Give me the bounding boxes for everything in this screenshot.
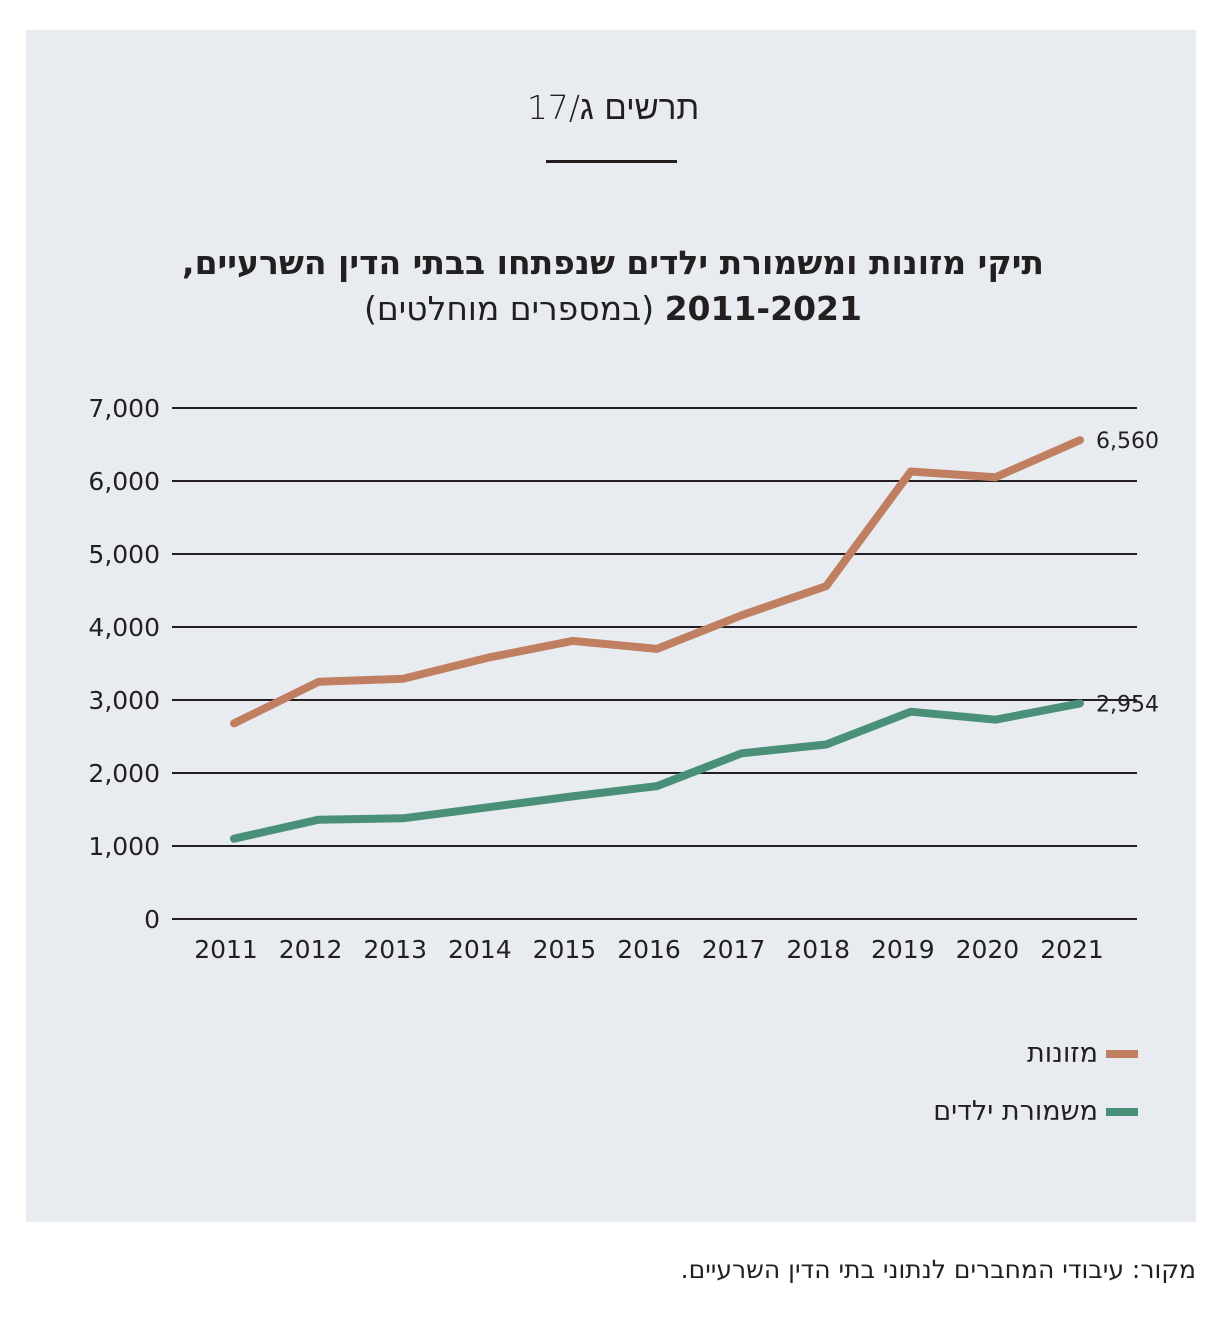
x-tick-label: 2021	[1040, 935, 1104, 964]
x-tick-label: 2019	[871, 935, 935, 964]
chart-subtitle: (במספרים מוחלטים)	[364, 289, 655, 328]
y-tick-label: 6,000	[88, 467, 160, 496]
chart-title-years: 2011-2021	[664, 289, 862, 328]
x-tick-label: 2014	[448, 935, 512, 964]
x-axis-tick-labels: 2011 2012 2013 2014 2015 2016 2017 2018 2019 2020…	[194, 935, 1104, 964]
series-line-alimony	[230, 436, 1084, 728]
y-tick-label: 3,000	[88, 686, 160, 715]
legend-swatch-alimony	[1106, 1049, 1138, 1058]
x-tick-label: 2020	[956, 935, 1020, 964]
legend-swatch-custody	[1106, 1107, 1138, 1116]
data-label-alimony-2021: 6,560	[1096, 429, 1159, 454]
chart-title-main: תיקי מזונות ומשמורת ילדים שנפתחו בבתי הד…	[182, 243, 1044, 282]
legend-item-custody: משמורת ילדים	[933, 1096, 1138, 1127]
x-tick-label: 2018	[786, 935, 850, 964]
y-tick-label: 7,000	[88, 394, 160, 423]
chart-title: תיקי מזונות ומשמורת ילדים שנפתחו בבתי הד…	[60, 240, 1166, 332]
data-label-custody-2021: 2,954	[1096, 692, 1159, 717]
y-tick-label: 1,000	[88, 832, 160, 861]
y-tick-label: 0	[144, 905, 160, 934]
y-tick-label: 4,000	[88, 613, 160, 642]
series-lines	[230, 436, 1084, 843]
legend-item-alimony: מזונות	[1027, 1038, 1138, 1069]
series-end-labels: 6,560 2,954	[1096, 429, 1159, 717]
x-tick-label: 2015	[533, 935, 597, 964]
x-tick-label: 2013	[363, 935, 427, 964]
x-tick-label: 2017	[702, 935, 766, 964]
legend-label-custody: משמורת ילדים	[933, 1096, 1098, 1127]
y-tick-label: 5,000	[88, 540, 160, 569]
figure-label-rule	[546, 160, 677, 163]
y-axis-tick-labels: 0 1,000 2,000 3,000 4,000 5,000 6,000 7,000	[88, 394, 160, 934]
series-line-custody	[230, 699, 1084, 843]
y-tick-label: 2,000	[88, 759, 160, 788]
source-note: מקור: עיבודי המחברים לנתוני בתי הדין השר…	[680, 1255, 1196, 1284]
legend-label-alimony: מזונות	[1027, 1038, 1098, 1069]
figure-label: תרשים ג/17	[526, 88, 700, 127]
x-tick-label: 2011	[194, 935, 258, 964]
x-tick-label: 2016	[617, 935, 681, 964]
grid-lines	[172, 407, 1137, 920]
x-tick-label: 2012	[279, 935, 343, 964]
